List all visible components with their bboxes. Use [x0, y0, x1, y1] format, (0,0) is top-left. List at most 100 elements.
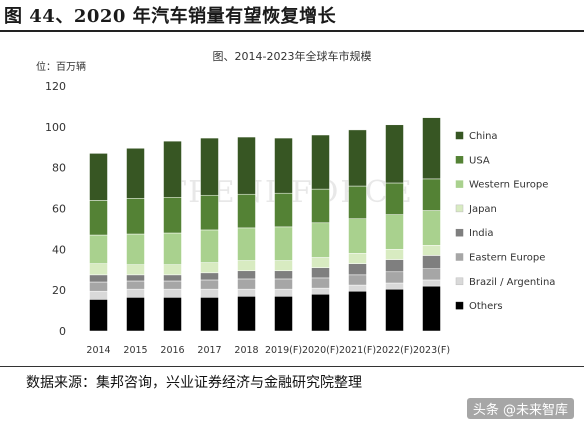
x-tick-label: 2021(F) [339, 345, 376, 356]
bar-segment-japan-2017 [200, 262, 219, 274]
figure-title: 图 44、2020 年汽车销量有望恢复增长 [4, 6, 337, 27]
bar-segment-usa-2023F [422, 178, 441, 211]
legend-label: Eastern Europe [469, 253, 545, 264]
bar-segment-brazil-argentina-2021F [348, 284, 367, 292]
x-tick-label: 2022(F) [376, 345, 413, 356]
bar-segment-usa-2014 [89, 200, 108, 236]
bar-segment-japan-2015 [126, 264, 145, 276]
legend-label: Brazil / Argentina [469, 277, 555, 288]
legend-swatch [455, 131, 464, 140]
bar-segment-japan-2019F [274, 260, 293, 272]
bar-segment-western-europe-2017 [200, 229, 219, 263]
bar-segment-india-2020F [311, 267, 330, 279]
bar-segment-eastern-europe-2016 [163, 280, 182, 290]
bar-segment-usa-2022F [385, 182, 404, 215]
bar-segment-western-europe-2021F [348, 218, 367, 254]
bar-segment-others-2021F [348, 290, 367, 332]
bottom-divider [0, 366, 584, 367]
top-divider [0, 30, 584, 32]
bar-segment-china-2023F [422, 117, 441, 180]
bar-segment-eastern-europe-2018 [237, 278, 256, 290]
y-tick-label: 0 [59, 325, 66, 338]
bar-segment-others-2014 [89, 299, 108, 332]
bar-segment-china-2019F [274, 137, 293, 194]
bar-segment-western-europe-2014 [89, 234, 108, 264]
bar-segment-others-2019F [274, 296, 293, 332]
bar-segment-western-europe-2016 [163, 232, 182, 265]
bar-segment-china-2016 [163, 140, 182, 198]
legend-swatch [455, 156, 464, 164]
bar-segment-india-2019F [274, 270, 293, 280]
legend-label: USA [469, 155, 490, 166]
bar-segment-brazil-argentina-2020F [311, 287, 330, 295]
bar-segment-india-2015 [126, 274, 145, 282]
legend-swatch [455, 204, 464, 213]
bar-segment-eastern-europe-2017 [200, 279, 219, 290]
bar-segment-usa-2015 [126, 198, 145, 235]
bars-group [89, 117, 441, 332]
legend-swatch [455, 253, 464, 261]
y-axis: 0 20 40 60 80 100 120 [45, 80, 66, 338]
bar-segment-brazil-argentina-2017 [200, 288, 219, 298]
credit-badge: 头条 @未来智库 [466, 398, 574, 419]
bar-segment-western-europe-2023F [422, 210, 441, 246]
legend-swatch [455, 180, 464, 188]
x-tick-label: 2019(F) [265, 345, 302, 356]
bar-segment-usa-2019F [274, 192, 293, 228]
legend-label: Japan [468, 204, 497, 215]
legend-swatch [455, 301, 464, 310]
bar-segment-brazil-argentina-2019F [274, 288, 293, 297]
bar-segment-india-2023F [422, 255, 441, 269]
bar-segment-india-2017 [200, 272, 219, 281]
bar-segment-china-2018 [237, 136, 256, 195]
legend-label: Western Europe [469, 180, 548, 191]
y-tick-label: 60 [52, 203, 66, 216]
bar-segment-india-2021F [348, 263, 367, 276]
bar-segment-brazil-argentina-2016 [163, 288, 182, 298]
legend-label: Others [469, 301, 503, 312]
bar-segment-japan-2021F [348, 253, 367, 264]
legend: China USA Western Europe Japan India Eastern … [455, 131, 555, 312]
y-tick-label: 80 [52, 162, 66, 175]
bar-segment-china-2014 [89, 153, 108, 201]
y-tick-label: 100 [45, 121, 66, 134]
x-tick-label: 2020(F) [302, 345, 339, 356]
bar-segment-japan-2016 [163, 264, 182, 276]
bar-segment-western-europe-2020F [311, 222, 330, 258]
bar-segment-others-2017 [200, 297, 219, 332]
legend-label: India [469, 228, 494, 239]
bar-segment-india-2016 [163, 274, 182, 282]
bar-segment-japan-2014 [89, 263, 108, 276]
bar-segment-china-2021F [348, 129, 367, 187]
bar-segment-usa-2018 [237, 193, 256, 229]
bar-segment-japan-2022F [385, 249, 404, 260]
bar-segment-brazil-argentina-2014 [89, 290, 108, 300]
legend-swatch [455, 228, 464, 237]
bar-segment-japan-2018 [237, 260, 256, 272]
bar-segment-china-2022F [385, 124, 404, 184]
bar-segment-china-2017 [200, 137, 219, 196]
bar-segment-western-europe-2022F [385, 214, 404, 250]
bar-segment-usa-2020F [311, 188, 330, 224]
y-tick-label: 40 [52, 243, 66, 256]
bar-segment-india-2022F [385, 259, 404, 273]
x-tick-label: 2016 [160, 345, 184, 356]
bar-segment-eastern-europe-2019F [274, 278, 293, 290]
bar-segment-others-2016 [163, 297, 182, 332]
unit-label: 位：百万辆 [36, 60, 86, 73]
x-tick-label: 2018 [234, 345, 258, 356]
stacked-bar-chart: 图、2014-2023年全球车市规模 位：百万辆 TRENDFORCE 0204… [0, 32, 584, 366]
bar-segment-eastern-europe-2021F [348, 274, 367, 286]
bar-segment-usa-2021F [348, 185, 367, 219]
bar-segment-western-europe-2015 [126, 233, 145, 265]
bar-segment-india-2018 [237, 270, 256, 280]
bar-segment-others-2023F [422, 285, 441, 332]
bar-segment-brazil-argentina-2022F [385, 282, 404, 290]
bar-segment-western-europe-2019F [274, 226, 293, 261]
bar-segment-eastern-europe-2014 [89, 281, 108, 292]
bar-segment-others-2018 [237, 296, 256, 332]
bar-segment-brazil-argentina-2023F [422, 279, 441, 287]
source-note: 数据来源：集邦咨询，兴业证券经济与金融研究院整理 [26, 375, 362, 391]
y-tick-label: 120 [45, 80, 66, 93]
x-tick-label: 2015 [123, 345, 147, 356]
